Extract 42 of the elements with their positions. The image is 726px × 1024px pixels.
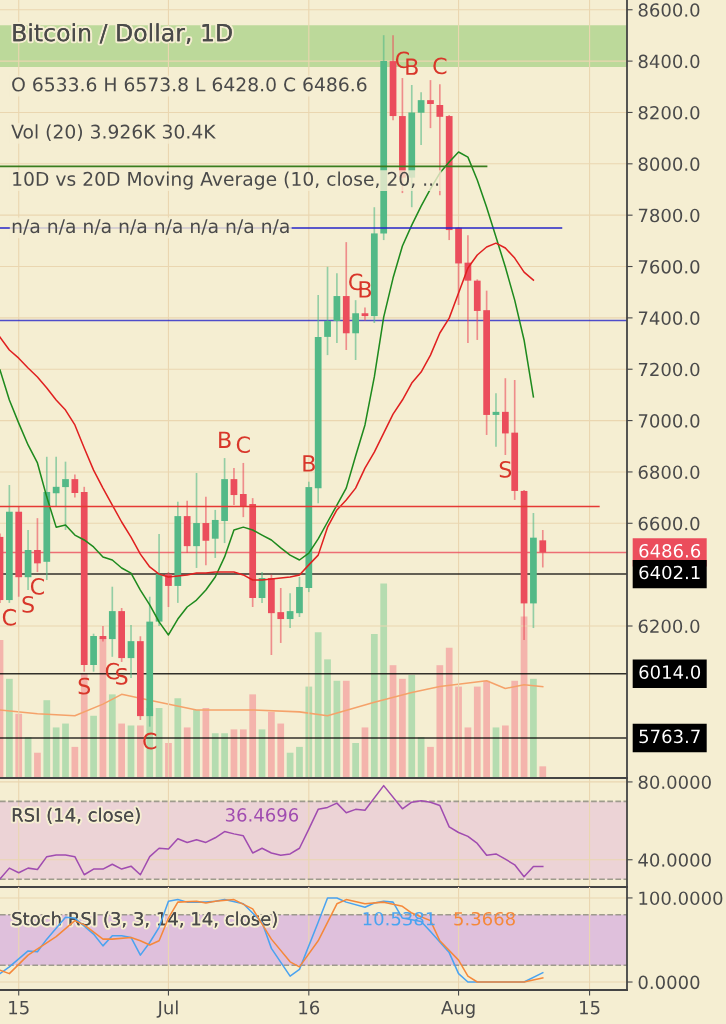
ref-line-label: 5763.7 [639,729,700,744]
x-tick-label: 15 [580,1000,600,1015]
y-tick-label: 6200.0 [638,619,700,634]
ref-line-label: 6014.0 [639,665,701,679]
annotation: C [236,436,250,454]
y-tick-label: 7600.0 [638,259,700,274]
y-tick-label: 8000.0 [638,157,700,171]
y-tick-label: 40.0000 [638,853,711,867]
x-tick-label: 16 [299,1000,320,1015]
annotation: n/a n/a n/a n/a n/a n/a n/a n/a [12,219,289,235]
y-tick-label: 80.0000 [638,775,711,790]
ref-line-label: 6402.1 [639,565,700,580]
annotation: S [22,596,34,613]
annotation: O 6533.6 H 6573.8 L 6428.0 C 6486.6 [12,77,367,92]
y-tick-label: 100.0000 [639,891,723,906]
y-tick-label: 8400.0 [638,54,700,69]
x-tick-label: Aug [441,1000,475,1018]
annotation: 36.4696 [225,808,299,822]
annotation: 10D vs 20D Moving Average (10, close, 20, ... [13,171,439,190]
y-tick-label: 7000.0 [638,414,700,428]
text: RSI (14, close) [12,807,140,824]
y-tick-label: 6800.0 [638,465,700,480]
y-tick-label: 6600.0 [638,516,700,531]
annotation: S [78,677,91,695]
x-tick-label: 15 [9,1000,29,1015]
annotation: B [303,455,315,472]
annotation: C [433,57,447,75]
y-tick-label: 7200.0 [638,362,700,377]
y-tick-label: 7800.0 [638,208,700,223]
annotation: Vol (20) 3.926K 30.4K [11,124,216,141]
annotation: C [2,608,16,626]
y-tick-label: 7400.0 [638,311,700,325]
text: Bitcoin / Dollar, 1D [13,23,232,44]
y-tick-label: 8600.0 [638,3,700,17]
annotation: 5.3668 [454,911,515,926]
y-tick-label: 0.0000 [638,975,700,990]
annotation: C [30,578,44,595]
ref-line-label: 6486.6 [639,543,701,558]
y-tick-label: 8200.0 [638,105,700,120]
annotation: S [499,460,512,478]
x-tick-label: Jul [156,1000,178,1018]
annotation: B [219,431,231,448]
